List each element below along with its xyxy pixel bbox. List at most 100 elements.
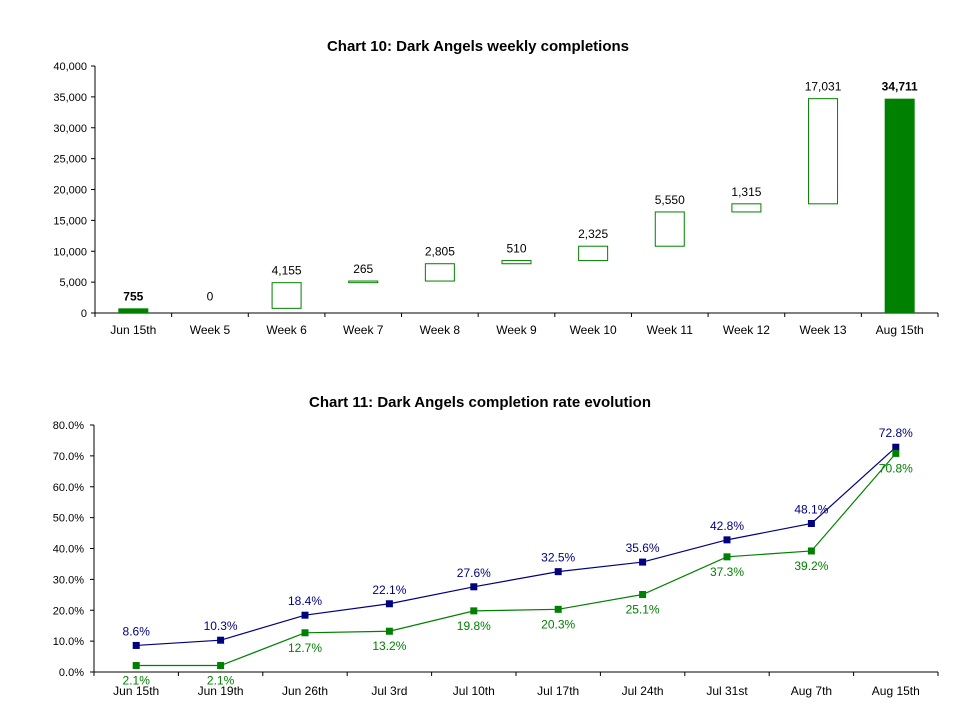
- data-label: 37.3%: [710, 565, 744, 579]
- category-label: Jul 3rd: [371, 684, 407, 698]
- data-point: [807, 519, 815, 527]
- data-label: 39.2%: [794, 559, 828, 573]
- y-tick-label: 30,000: [53, 123, 87, 135]
- category-label: Week 5: [190, 323, 231, 337]
- data-point: [723, 536, 731, 544]
- y-tick-label: 40,000: [53, 61, 87, 73]
- y-tick-label: 80.0%: [53, 420, 84, 432]
- data-label: 10.3%: [204, 619, 238, 633]
- data-label: 22.1%: [372, 583, 406, 597]
- data-point: [723, 553, 731, 561]
- data-label: 4,155: [272, 264, 302, 278]
- data-label: 510: [506, 242, 526, 256]
- data-point: [554, 568, 562, 576]
- data-label: 2,805: [425, 245, 455, 259]
- category-label: Week 11: [647, 323, 694, 337]
- data-label: 755: [123, 289, 143, 303]
- data-label: 8.6%: [123, 624, 151, 638]
- category-label: Aug 15th: [876, 323, 924, 337]
- data-label: 2.1%: [123, 674, 151, 688]
- data-label: 5,550: [655, 193, 685, 207]
- data-label: 19.8%: [457, 619, 491, 633]
- category-label: Week 13: [799, 323, 846, 337]
- data-point: [385, 600, 393, 608]
- data-label: 42.8%: [710, 519, 744, 533]
- bar: [424, 263, 455, 282]
- category-label: Week 9: [496, 323, 537, 337]
- y-tick-label: 50.0%: [53, 513, 84, 525]
- y-tick-label: 0.0%: [59, 667, 84, 679]
- category-label: Week 10: [570, 323, 617, 337]
- y-tick-label: 10.0%: [53, 636, 84, 648]
- data-label: 72.8%: [879, 426, 913, 440]
- data-label: 32.5%: [541, 551, 575, 565]
- category-label: Week 6: [266, 323, 307, 337]
- data-point: [807, 547, 815, 555]
- y-tick-label: 5,000: [59, 277, 87, 289]
- y-tick-label: 25,000: [53, 154, 87, 166]
- y-tick-label: 40.0%: [53, 544, 84, 556]
- data-label: 70.8%: [879, 461, 913, 475]
- bar: [271, 282, 302, 309]
- series-line-blue: [136, 446, 897, 647]
- data-point: [470, 583, 478, 591]
- chart-completion-rate: Chart 11: Dark Angels completion rate ev…: [53, 394, 939, 698]
- y-tick-label: 20,000: [53, 185, 87, 197]
- bar: [654, 211, 685, 247]
- chart-weekly-completions: Chart 10: Dark Angels weekly completions…: [53, 38, 939, 337]
- category-label: Jul 31st: [706, 684, 748, 698]
- chart-10-title: Chart 10: Dark Angels weekly completions: [327, 38, 629, 55]
- data-point: [217, 636, 225, 644]
- y-tick-label: 35,000: [53, 92, 87, 104]
- data-point: [554, 605, 562, 613]
- data-label: 13.2%: [372, 639, 406, 653]
- data-point: [639, 591, 647, 599]
- bar: [501, 260, 532, 265]
- data-point: [470, 607, 478, 615]
- category-label: Jun 19th: [198, 684, 244, 698]
- data-point: [892, 443, 900, 451]
- category-label: Jun 26th: [282, 684, 328, 698]
- category-label: Week 7: [343, 323, 384, 337]
- category-label: Aug 7th: [791, 684, 832, 698]
- data-point: [301, 629, 309, 637]
- data-label: 35.6%: [626, 541, 660, 555]
- data-point: [217, 662, 225, 670]
- y-tick-label: 10,000: [53, 246, 87, 258]
- y-tick-label: 20.0%: [53, 605, 84, 617]
- data-label: 2,325: [578, 227, 608, 241]
- data-label: 2.1%: [207, 674, 235, 688]
- data-point: [892, 449, 900, 457]
- data-point: [639, 558, 647, 566]
- y-tick-label: 60.0%: [53, 482, 84, 494]
- data-label: 0: [207, 289, 214, 303]
- data-label: 18.4%: [288, 594, 322, 608]
- category-label: Jun 15th: [110, 323, 156, 337]
- data-label: 12.7%: [288, 641, 322, 655]
- data-point: [132, 662, 140, 670]
- data-label: 20.3%: [541, 617, 575, 631]
- data-label: 34,711: [882, 80, 918, 94]
- data-point: [132, 641, 140, 649]
- bar: [348, 280, 379, 284]
- y-tick-label: 70.0%: [53, 451, 84, 463]
- data-label: 265: [353, 262, 373, 276]
- y-tick-label: 0: [81, 308, 87, 320]
- data-label: 48.1%: [794, 502, 828, 516]
- data-label: 17,031: [805, 80, 842, 94]
- category-label: Jul 17th: [537, 684, 579, 698]
- data-label: 27.6%: [457, 566, 491, 580]
- bar: [731, 203, 762, 213]
- bar: [118, 308, 149, 313]
- bar: [578, 245, 609, 262]
- series-line-green: [136, 453, 897, 667]
- bar: [884, 98, 915, 313]
- bar: [808, 98, 839, 205]
- y-tick-label: 15,000: [53, 215, 87, 227]
- data-label: 25.1%: [626, 603, 660, 617]
- category-label: Jul 10th: [453, 684, 495, 698]
- category-label: Week 8: [420, 323, 461, 337]
- data-point: [385, 627, 393, 635]
- category-label: Week 12: [723, 323, 770, 337]
